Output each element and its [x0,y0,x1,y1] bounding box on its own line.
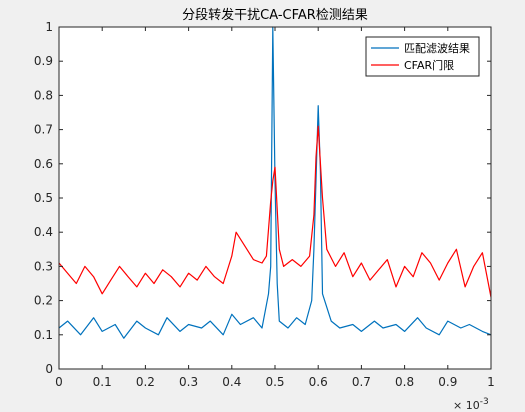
y-tick-label: 0.8 [34,88,53,102]
x-tick-label: 0.5 [265,375,284,389]
y-tick-label: 1 [45,20,53,34]
chart-title: 分段转发干扰CA-CFAR检测结果 [182,7,368,23]
series-line-cfar-threshold [58,125,492,298]
x-tick-label: 1 [487,375,495,389]
x-tick-label: 0 [55,375,63,389]
x-tick-label: 0.8 [395,375,414,389]
y-tick-label: 0.6 [34,157,53,171]
y-tick-label: 0.3 [34,259,53,273]
legend-label-matched-filter: 匹配滤波结果 [404,42,470,55]
x-tick-label: 0.3 [179,375,198,389]
legend-box [365,36,480,77]
x-tick-label: 0.4 [222,375,241,389]
y-tick-label: 0 [45,362,53,376]
x-tick-label: 0.2 [136,375,155,389]
x-exponent-power: -3 [480,397,489,407]
series-line-matched-filter [58,26,492,339]
y-tick-label: 0.4 [34,225,53,239]
x-tick-label: 0.9 [438,375,457,389]
legend-label-cfar-threshold: CFAR门限 [404,58,454,72]
y-tick-label: 0.5 [34,191,53,205]
x-exponent-label: × 10-3 [453,397,489,412]
x-exponent-base: × 10 [453,399,480,412]
x-tick-label: 0.7 [352,375,371,389]
y-tick-label: 0.7 [34,123,53,137]
legend: 匹配滤波结果 CFAR门限 [365,36,480,77]
x-tick-label: 0.6 [309,375,328,389]
y-tick-label: 0.1 [34,328,53,342]
series-layer [58,26,492,339]
tick-layer: 0 0.1 0.2 0.3 0.4 0.5 0.6 0.7 0.8 0.9 1 0 0.1 0.2 0.3 0… [34,20,495,389]
y-tick-label: 0.9 [34,54,53,68]
x-tick-label: 0.1 [93,375,112,389]
y-tick-label: 0.2 [34,294,53,308]
